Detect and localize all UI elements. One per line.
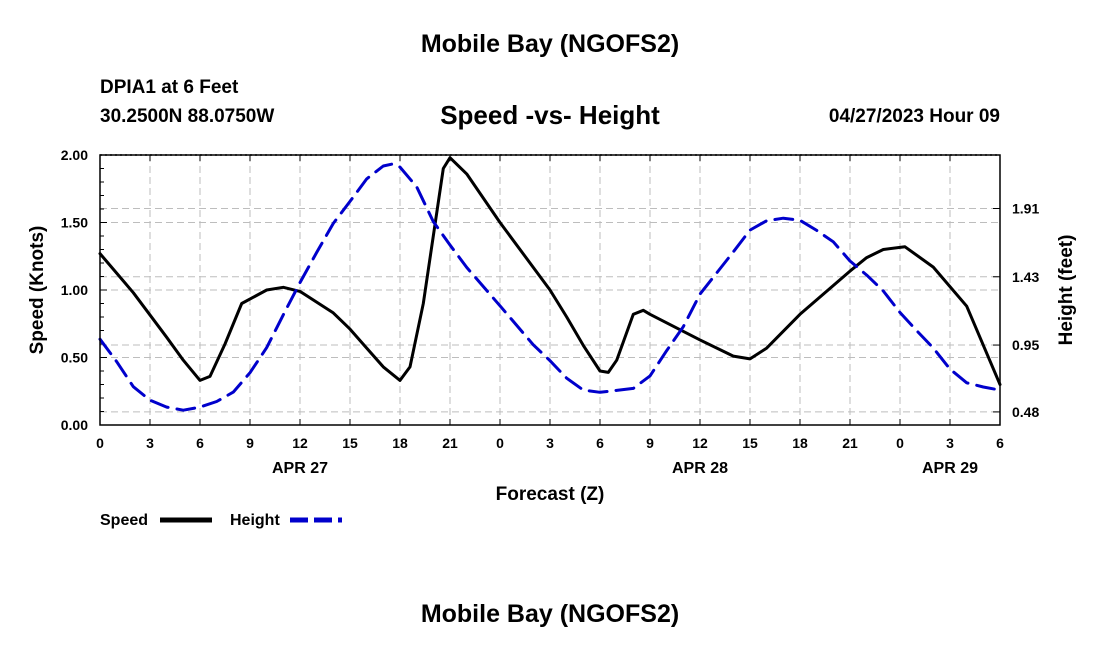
x-tick-label: 3 <box>946 435 954 451</box>
legend-label-speed: Speed <box>100 512 148 529</box>
station-coordinates: 30.2500N 88.0750W <box>100 106 275 127</box>
chart-title: Speed -vs- Height <box>440 100 660 130</box>
y-tick-label: 0.50 <box>61 350 88 366</box>
y-tick-label: 1.00 <box>61 282 88 298</box>
date-label: APR 29 <box>922 460 978 477</box>
x-tick-label: 21 <box>842 435 858 451</box>
x-tick-label: 6 <box>196 435 204 451</box>
plot-frame <box>99 154 1001 426</box>
x-tick-label: 6 <box>996 435 1004 451</box>
axis-labels: 0 3 6 9 12 15 18 21 0 3 6 9 12 15 18 21 0 3 6 0.00 0.50 1.00 1… <box>61 147 1040 477</box>
legend-label-height: Height <box>230 512 280 529</box>
date-label: APR 27 <box>272 460 328 477</box>
x-tick-label: 15 <box>342 435 358 451</box>
x-tick-label: 3 <box>546 435 554 451</box>
station-name: DPIA1 at 6 Feet <box>100 77 239 98</box>
y2-tick-label: 1.91 <box>1012 200 1039 216</box>
x-tick-label: 12 <box>292 435 308 451</box>
x-tick-label: 0 <box>496 435 504 451</box>
x-tick-label: 0 <box>96 435 104 451</box>
page-title: Mobile Bay (NGOFS2) <box>420 30 680 58</box>
x-tick-label: 18 <box>392 435 408 451</box>
y-axis-title: Speed (Knots) <box>27 226 48 355</box>
footer-title: Mobile Bay (NGOFS2) <box>420 600 680 628</box>
x-tick-label: 12 <box>692 435 708 451</box>
x-tick-label: 6 <box>596 435 604 451</box>
y-tick-label: 0.00 <box>61 417 88 433</box>
legend: Speed Height <box>100 512 342 529</box>
forecast-time: 04/27/2023 Hour 09 <box>828 106 1000 127</box>
x-tick-label: 9 <box>246 435 254 451</box>
series-line-speed <box>98 156 1002 386</box>
x-tick-label: 9 <box>646 435 654 451</box>
x-tick-label: 3 <box>146 435 154 451</box>
x-axis-title: Forecast (Z) <box>496 484 605 505</box>
y-tick-label: 2.00 <box>61 147 88 163</box>
y2-axis-title: Height (feet) <box>1056 235 1077 346</box>
x-tick-label: 15 <box>742 435 758 451</box>
y2-tick-label: 0.48 <box>1012 404 1039 420</box>
date-label: APR 28 <box>672 460 728 477</box>
y2-tick-label: 1.43 <box>1012 269 1039 285</box>
series-line-height <box>98 162 1002 412</box>
x-tick-label: 18 <box>792 435 808 451</box>
y-tick-label: 1.50 <box>61 215 88 231</box>
x-tick-label: 0 <box>896 435 904 451</box>
y2-tick-label: 0.95 <box>1012 337 1039 353</box>
series-lines <box>98 156 1002 412</box>
x-tick-label: 21 <box>442 435 458 451</box>
